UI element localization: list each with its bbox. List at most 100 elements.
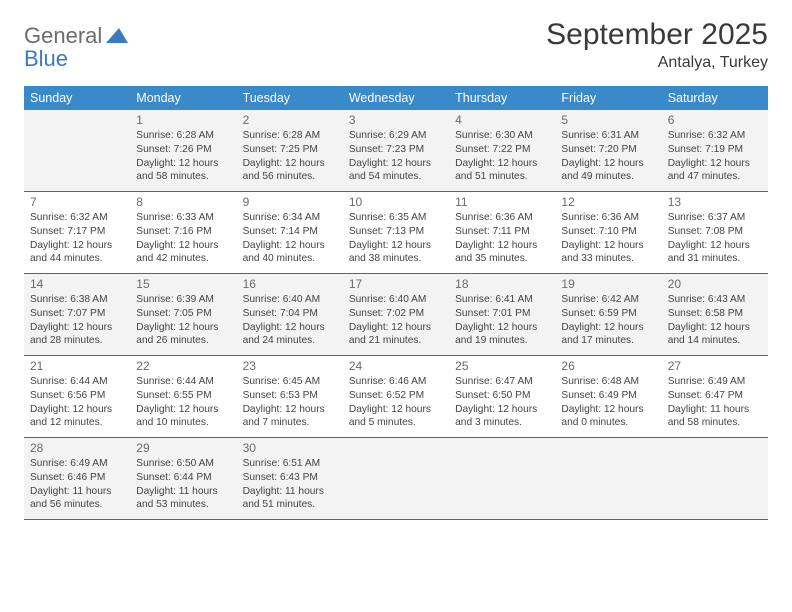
day-info: Sunrise: 6:51 AMSunset: 6:43 PMDaylight:…: [243, 457, 337, 512]
day-info: Sunrise: 6:32 AMSunset: 7:19 PMDaylight:…: [668, 129, 762, 184]
day-number: 28: [30, 441, 124, 455]
calendar-cell-empty: [449, 520, 555, 602]
day-info: Sunrise: 6:47 AMSunset: 6:50 PMDaylight:…: [455, 375, 549, 430]
calendar-cell: 9 Sunrise: 6:34 AMSunset: 7:14 PMDaylight…: [237, 192, 343, 274]
calendar-cell-empty: [130, 520, 236, 602]
day-header: Thursday: [449, 86, 555, 110]
calendar-cell: 28 Sunrise: 6:49 AMSunset: 6:46 PMDayligh…: [24, 438, 130, 520]
day-number: 6: [668, 113, 762, 127]
day-number: 24: [349, 359, 443, 373]
day-header: Sunday: [24, 86, 130, 110]
page-title: September 2025: [546, 18, 768, 52]
day-number: 10: [349, 195, 443, 209]
day-number: 7: [30, 195, 124, 209]
day-number: 22: [136, 359, 230, 373]
day-info: Sunrise: 6:40 AMSunset: 7:04 PMDaylight:…: [243, 293, 337, 348]
day-info: Sunrise: 6:41 AMSunset: 7:01 PMDaylight:…: [455, 293, 549, 348]
calendar-cell: 17 Sunrise: 6:40 AMSunset: 7:02 PMDayligh…: [343, 274, 449, 356]
day-info: Sunrise: 6:28 AMSunset: 7:26 PMDaylight:…: [136, 129, 230, 184]
day-number: 30: [243, 441, 337, 455]
calendar-cell: 4Sunrise: 6:30 AMSunset: 7:22 PMDaylight…: [449, 110, 555, 192]
day-info: Sunrise: 6:45 AMSunset: 6:53 PMDaylight:…: [243, 375, 337, 430]
day-header: Saturday: [662, 86, 768, 110]
day-info: Sunrise: 6:35 AMSunset: 7:13 PMDaylight:…: [349, 211, 443, 266]
logo-triangle-icon: [106, 23, 128, 48]
day-number: 29: [136, 441, 230, 455]
calendar-cell: 11 Sunrise: 6:36 AMSunset: 7:11 PMDayligh…: [449, 192, 555, 274]
calendar-cell: 24Sunrise: 6:46 AMSunset: 6:52 PMDayligh…: [343, 356, 449, 438]
calendar-cell: 7 Sunrise: 6:32 AMSunset: 7:17 PMDaylight…: [24, 192, 130, 274]
day-number: 8: [136, 195, 230, 209]
day-info: Sunrise: 6:44 AMSunset: 6:56 PMDaylight:…: [30, 375, 124, 430]
calendar-cell: 29 Sunrise: 6:50 AMSunset: 6:44 PMDayligh…: [130, 438, 236, 520]
page-subtitle: Antalya, Turkey: [546, 54, 768, 72]
day-info: Sunrise: 6:37 AMSunset: 7:08 PMDaylight:…: [668, 211, 762, 266]
calendar-cell-empty: [237, 520, 343, 602]
day-info: Sunrise: 6:36 AMSunset: 7:10 PMDaylight:…: [561, 211, 655, 266]
title-block: September 2025 Antalya, Turkey: [546, 18, 768, 72]
day-number: 2: [243, 113, 337, 127]
day-info: Sunrise: 6:49 AMSunset: 6:46 PMDaylight:…: [30, 457, 124, 512]
day-header: Tuesday: [237, 86, 343, 110]
day-info: Sunrise: 6:38 AMSunset: 7:07 PMDaylight:…: [30, 293, 124, 348]
day-number: 23: [243, 359, 337, 373]
day-info: Sunrise: 6:31 AMSunset: 7:20 PMDaylight:…: [561, 129, 655, 184]
day-info: Sunrise: 6:49 AMSunset: 6:47 PMDaylight:…: [668, 375, 762, 430]
calendar-cell: 25Sunrise: 6:47 AMSunset: 6:50 PMDayligh…: [449, 356, 555, 438]
day-info: Sunrise: 6:29 AMSunset: 7:23 PMDaylight:…: [349, 129, 443, 184]
calendar-cell: 27 Sunrise: 6:49 AMSunset: 6:47 PMDayligh…: [662, 356, 768, 438]
calendar-cell-empty: [555, 438, 661, 520]
calendar-cell: 6 Sunrise: 6:32 AMSunset: 7:19 PMDaylight…: [662, 110, 768, 192]
day-number: 5: [561, 113, 655, 127]
calendar-cell: 22 Sunrise: 6:44 AMSunset: 6:55 PMDayligh…: [130, 356, 236, 438]
calendar-cell: 15 Sunrise: 6:39 AMSunset: 7:05 PMDayligh…: [130, 274, 236, 356]
day-info: Sunrise: 6:50 AMSunset: 6:44 PMDaylight:…: [136, 457, 230, 512]
calendar-cell-empty: [662, 520, 768, 602]
day-info: Sunrise: 6:44 AMSunset: 6:55 PMDaylight:…: [136, 375, 230, 430]
calendar-cell: 14 Sunrise: 6:38 AMSunset: 7:07 PMDayligh…: [24, 274, 130, 356]
calendar-cell: 12Sunrise: 6:36 AMSunset: 7:10 PMDayligh…: [555, 192, 661, 274]
logo-word-general: General: [24, 23, 102, 48]
day-number: 11: [455, 195, 549, 209]
calendar-cell: 10 Sunrise: 6:35 AMSunset: 7:13 PMDayligh…: [343, 192, 449, 274]
day-number: 14: [30, 277, 124, 291]
calendar-cell-empty: [343, 520, 449, 602]
day-info: Sunrise: 6:40 AMSunset: 7:02 PMDaylight:…: [349, 293, 443, 348]
day-info: Sunrise: 6:42 AMSunset: 6:59 PMDaylight:…: [561, 293, 655, 348]
day-number: 15: [136, 277, 230, 291]
calendar-cell: 16 Sunrise: 6:40 AMSunset: 7:04 PMDayligh…: [237, 274, 343, 356]
calendar-cell-empty: [343, 438, 449, 520]
day-info: Sunrise: 6:33 AMSunset: 7:16 PMDaylight:…: [136, 211, 230, 266]
day-number: 19: [561, 277, 655, 291]
day-info: Sunrise: 6:36 AMSunset: 7:11 PMDaylight:…: [455, 211, 549, 266]
day-number: 9: [243, 195, 337, 209]
calendar-cell: 5 Sunrise: 6:31 AMSunset: 7:20 PMDaylight…: [555, 110, 661, 192]
day-number: 17: [349, 277, 443, 291]
day-number: 16: [243, 277, 337, 291]
day-number: 1: [136, 113, 230, 127]
calendar-grid: SundayMondayTuesdayWednesdayThursdayFrid…: [24, 86, 768, 602]
day-info: Sunrise: 6:32 AMSunset: 7:17 PMDaylight:…: [30, 211, 124, 266]
day-number: 27: [668, 359, 762, 373]
day-info: Sunrise: 6:34 AMSunset: 7:14 PMDaylight:…: [243, 211, 337, 266]
calendar-cell-empty: [662, 438, 768, 520]
day-number: 26: [561, 359, 655, 373]
calendar-cell-empty: [555, 520, 661, 602]
logo-word-blue: Blue: [24, 46, 68, 71]
calendar-cell: 18 Sunrise: 6:41 AMSunset: 7:01 PMDayligh…: [449, 274, 555, 356]
calendar-cell-empty: [24, 520, 130, 602]
logo-text: General Blue: [24, 24, 128, 70]
calendar-cell: 19 Sunrise: 6:42 AMSunset: 6:59 PMDayligh…: [555, 274, 661, 356]
day-header: Friday: [555, 86, 661, 110]
day-number: 20: [668, 277, 762, 291]
day-info: Sunrise: 6:30 AMSunset: 7:22 PMDaylight:…: [455, 129, 549, 184]
day-info: Sunrise: 6:43 AMSunset: 6:58 PMDaylight:…: [668, 293, 762, 348]
calendar-cell: 23 Sunrise: 6:45 AMSunset: 6:53 PMDayligh…: [237, 356, 343, 438]
day-info: Sunrise: 6:39 AMSunset: 7:05 PMDaylight:…: [136, 293, 230, 348]
day-header: Wednesday: [343, 86, 449, 110]
calendar-cell: 3Sunrise: 6:29 AMSunset: 7:23 PMDaylight…: [343, 110, 449, 192]
calendar-cell: 13Sunrise: 6:37 AMSunset: 7:08 PMDayligh…: [662, 192, 768, 274]
day-info: Sunrise: 6:28 AMSunset: 7:25 PMDaylight:…: [243, 129, 337, 184]
day-number: 18: [455, 277, 549, 291]
calendar-cell: 30 Sunrise: 6:51 AMSunset: 6:43 PMDayligh…: [237, 438, 343, 520]
